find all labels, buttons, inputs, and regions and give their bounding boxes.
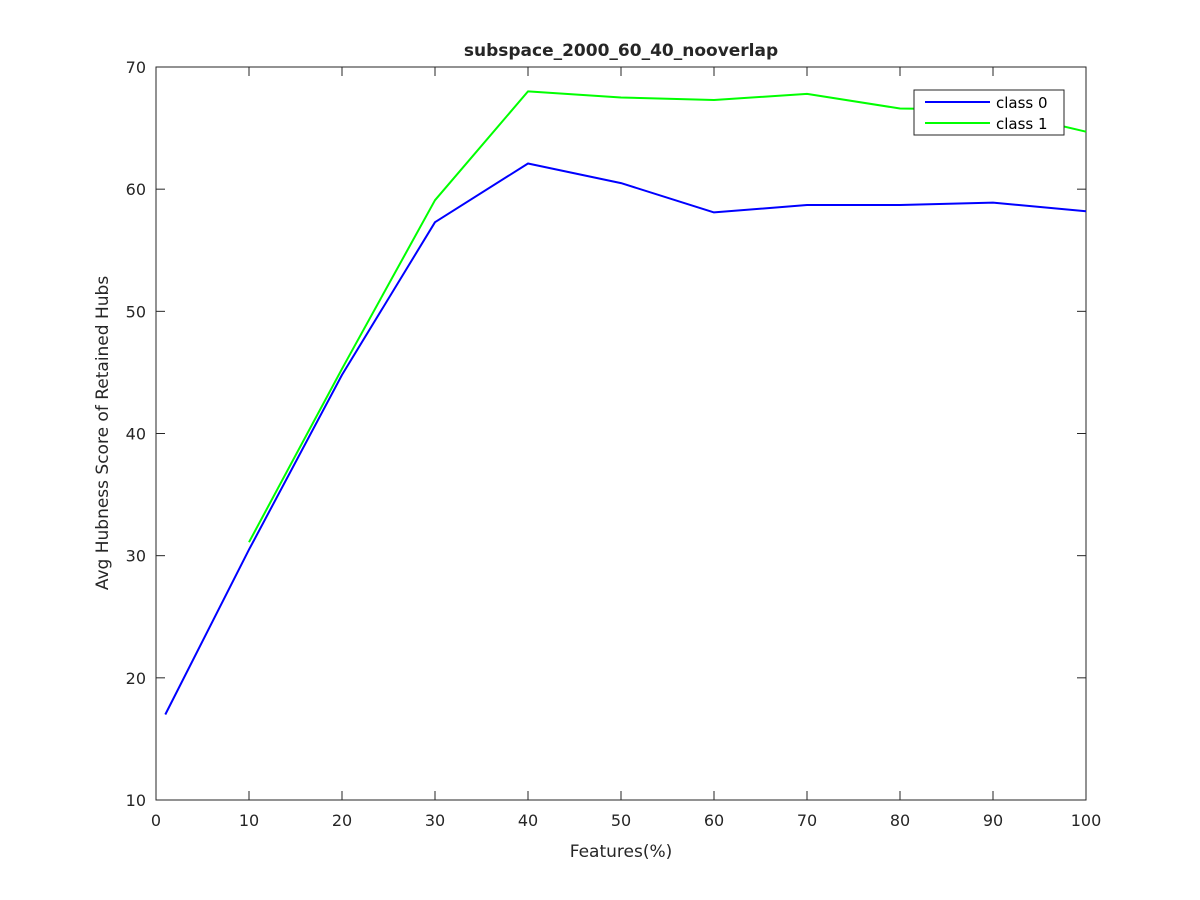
x-tick-label: 0: [151, 811, 161, 830]
x-tick-label: 100: [1071, 811, 1102, 830]
legend-label-class-0: class 0: [996, 94, 1048, 112]
x-tick-label: 40: [518, 811, 538, 830]
y-tick-label: 50: [126, 302, 146, 321]
x-tick-label: 80: [890, 811, 910, 830]
x-tick-label: 50: [611, 811, 631, 830]
legend-box: [913, 89, 1065, 136]
y-axis-ticks: 10 20 30 40 50 60 70: [126, 58, 1086, 810]
x-tick-label: 70: [797, 811, 817, 830]
y-tick-label: 30: [126, 547, 146, 566]
x-tick-label: 10: [239, 811, 259, 830]
y-tick-label: 70: [126, 58, 146, 77]
legend-label-class-1: class 1: [996, 115, 1048, 133]
y-tick-label: 40: [126, 425, 146, 444]
x-tick-label: 60: [704, 811, 724, 830]
x-tick-label: 90: [983, 811, 1003, 830]
plot-area: [155, 66, 1087, 801]
y-tick-label: 20: [126, 669, 146, 688]
legend: class 0 class 1: [913, 89, 1065, 136]
chart-title: subspace_2000_60_40_nooverlap: [464, 41, 778, 61]
y-tick-label: 60: [126, 180, 146, 199]
x-tick-label: 30: [425, 811, 445, 830]
x-axis-ticks: 0 10 20 30 40 50 60 70 80 90 100: [151, 67, 1101, 830]
y-axis-label: Avg Hubness Score of Retained Hubs: [93, 276, 113, 590]
x-axis-label: Features(%): [570, 842, 673, 862]
y-tick-label: 10: [126, 791, 146, 810]
x-tick-label: 20: [332, 811, 352, 830]
